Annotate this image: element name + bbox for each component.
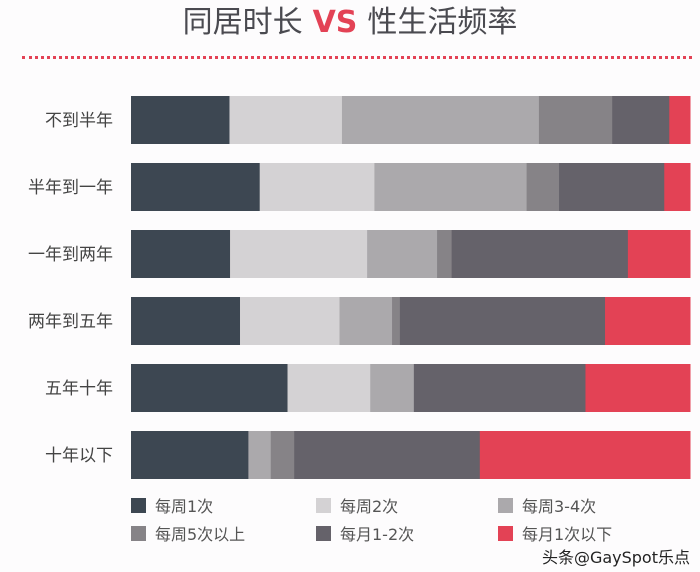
- bar-segment: [605, 297, 691, 345]
- bar-segment: [131, 230, 231, 278]
- bar-segment: [451, 230, 629, 278]
- bar-segment: [526, 163, 560, 211]
- bar-segment: [131, 297, 241, 345]
- bar-segment: [294, 431, 481, 479]
- legend-label: 每月1-2次: [340, 525, 414, 544]
- category-label: 半年到一年: [28, 178, 113, 198]
- bar-segment: [585, 364, 691, 412]
- bar-segment: [374, 163, 528, 211]
- bar-segment: [559, 163, 665, 211]
- legend-swatch: [498, 498, 513, 513]
- bar-segment: [259, 163, 375, 211]
- legend-label: 每周2次: [340, 497, 398, 516]
- watermark: 头条@GaySpot乐点: [541, 548, 690, 567]
- bar-segment: [131, 163, 261, 211]
- bar-segment: [287, 364, 371, 412]
- bar-segment: [392, 297, 401, 345]
- legend-swatch: [316, 498, 331, 513]
- title-left: 同居时长: [182, 5, 303, 40]
- bar-segment: [627, 230, 691, 278]
- title-right: 性生活频率: [367, 5, 518, 40]
- legend-swatch: [498, 526, 513, 541]
- legend-swatch: [131, 526, 146, 541]
- legend-swatch: [316, 526, 331, 541]
- category-label: 一年到两年: [28, 245, 113, 265]
- bar-segment: [479, 431, 691, 479]
- bar-segment: [230, 230, 368, 278]
- bar-segment: [669, 96, 691, 144]
- category-label: 十年以下: [45, 446, 113, 466]
- bar-segment: [612, 96, 670, 144]
- bar-segment: [367, 230, 438, 278]
- bar-segment: [131, 431, 249, 479]
- category-label: 不到半年: [45, 111, 113, 131]
- legend-label: 每周3-4次: [522, 497, 596, 516]
- bar-segment: [399, 297, 606, 345]
- bar-segment: [270, 431, 295, 479]
- bar-segment: [413, 364, 586, 412]
- category-label: 五年十年: [45, 379, 113, 399]
- bar-segment: [339, 297, 393, 345]
- bar-segment: [538, 96, 613, 144]
- bar-segment: [437, 230, 453, 278]
- dotted-divider: [22, 56, 692, 59]
- chart-title: 同居时长 VS 性生活频率: [0, 0, 700, 46]
- legend-label: 每月1次以下: [522, 525, 612, 544]
- category-label: 两年到五年: [28, 312, 113, 332]
- legend-label: 每周5次以上: [155, 525, 245, 544]
- bar-segment: [131, 364, 289, 412]
- legend-label: 每周1次: [155, 497, 213, 516]
- bar-segment: [240, 297, 341, 345]
- bar-segment: [248, 431, 272, 479]
- bar-segment: [664, 163, 691, 211]
- bar-segment: [229, 96, 343, 144]
- title-vs: VS: [312, 5, 358, 40]
- bar-segment: [341, 96, 540, 144]
- legend-swatch: [131, 498, 146, 513]
- bar-segment: [131, 96, 230, 144]
- bar-segment: [370, 364, 415, 412]
